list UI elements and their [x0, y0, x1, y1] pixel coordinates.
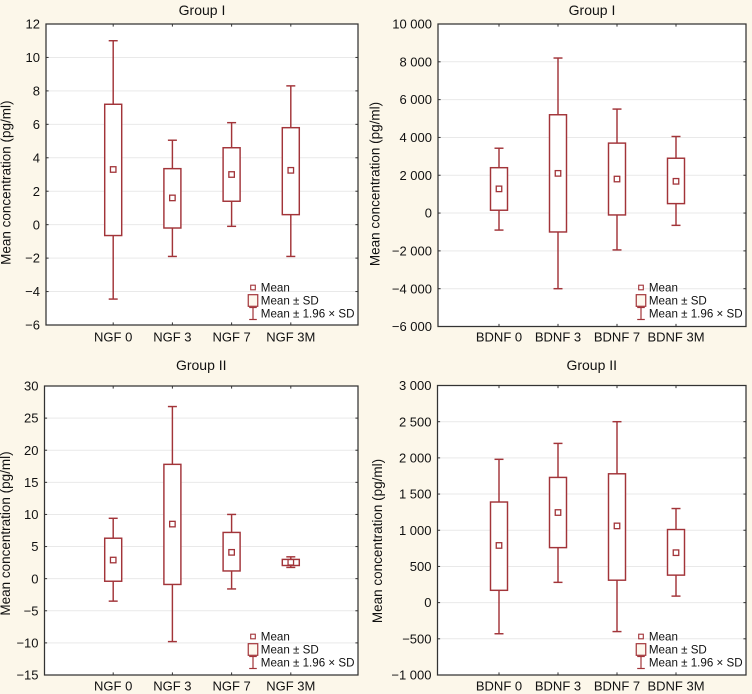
svg-text:Mean ± SD: Mean ± SD [261, 644, 319, 657]
svg-text:−6 000: −6 000 [392, 319, 432, 334]
svg-text:NGF 7: NGF 7 [212, 679, 250, 694]
svg-text:−2: −2 [25, 251, 40, 266]
svg-text:0: 0 [31, 571, 38, 586]
svg-text:NGF 3M: NGF 3M [266, 330, 315, 345]
svg-text:BDNF 7: BDNF 7 [594, 330, 640, 345]
svg-text:Mean concentration (pg/ml): Mean concentration (pg/ml) [368, 102, 383, 266]
svg-text:Group II: Group II [176, 357, 227, 373]
svg-text:BDNF 3: BDNF 3 [535, 679, 581, 694]
svg-text:25: 25 [24, 411, 38, 426]
svg-text:NGF 7: NGF 7 [212, 330, 250, 345]
svg-text:6 000: 6 000 [399, 92, 432, 107]
svg-text:Mean concentration (pg/ml): Mean concentration (pg/ml) [0, 101, 14, 265]
svg-text:−10: −10 [16, 635, 38, 650]
svg-text:Mean ± SD: Mean ± SD [649, 644, 707, 657]
svg-text:12: 12 [26, 17, 40, 32]
svg-text:15: 15 [24, 475, 38, 490]
svg-text:Mean concentration (pg/ml): Mean concentration (pg/ml) [370, 459, 385, 623]
svg-text:3 000: 3 000 [399, 378, 432, 393]
svg-text:NGF 3: NGF 3 [153, 330, 191, 345]
svg-text:NGF 3: NGF 3 [153, 679, 191, 694]
svg-text:20: 20 [24, 443, 38, 458]
svg-text:10: 10 [24, 507, 38, 522]
svg-text:−4: −4 [25, 284, 40, 299]
svg-text:−1 000: −1 000 [391, 668, 431, 683]
svg-text:Mean ± 1.96 × SD: Mean ± 1.96 × SD [649, 308, 743, 321]
svg-text:0: 0 [425, 206, 432, 221]
svg-text:BDNF 3M: BDNF 3M [647, 679, 704, 694]
svg-text:2: 2 [33, 184, 40, 199]
svg-text:8 000: 8 000 [399, 54, 432, 69]
svg-text:−15: −15 [16, 668, 38, 683]
svg-text:Group I: Group I [179, 2, 226, 18]
svg-text:Mean ± 1.96 × SD: Mean ± 1.96 × SD [261, 657, 355, 670]
svg-text:NGF 0: NGF 0 [94, 679, 132, 694]
svg-text:BDNF 3: BDNF 3 [535, 330, 581, 345]
svg-text:10 000: 10 000 [392, 17, 432, 32]
svg-text:10: 10 [26, 50, 40, 65]
svg-text:Mean ± SD: Mean ± SD [649, 295, 707, 308]
svg-text:1 000: 1 000 [399, 523, 432, 538]
svg-text:2 500: 2 500 [399, 414, 432, 429]
svg-text:500: 500 [410, 559, 432, 574]
svg-text:Mean: Mean [649, 282, 678, 295]
svg-text:−500: −500 [402, 631, 431, 646]
svg-text:Group II: Group II [566, 357, 617, 373]
svg-text:0: 0 [33, 217, 40, 232]
svg-text:0: 0 [424, 595, 431, 610]
svg-text:Mean concentration (pg/ml): Mean concentration (pg/ml) [0, 451, 13, 615]
svg-text:4: 4 [33, 150, 40, 165]
svg-text:NGF 0: NGF 0 [94, 330, 132, 345]
svg-text:BDNF 0: BDNF 0 [476, 679, 522, 694]
svg-text:Mean ± SD: Mean ± SD [261, 295, 319, 308]
svg-text:NGF 3M: NGF 3M [266, 679, 315, 694]
svg-text:BDNF 3M: BDNF 3M [647, 330, 704, 345]
svg-text:Mean: Mean [261, 631, 290, 644]
svg-text:Mean: Mean [261, 282, 290, 295]
svg-text:30: 30 [24, 379, 38, 394]
svg-text:−6: −6 [25, 318, 40, 333]
svg-text:2 000: 2 000 [399, 450, 432, 465]
svg-text:5: 5 [31, 539, 38, 554]
svg-text:Group I: Group I [569, 2, 616, 18]
svg-text:−2 000: −2 000 [392, 243, 432, 258]
svg-text:Mean ± 1.96 × SD: Mean ± 1.96 × SD [261, 308, 355, 321]
svg-text:Mean: Mean [649, 631, 678, 644]
svg-text:1 500: 1 500 [399, 487, 432, 502]
svg-text:8: 8 [33, 83, 40, 98]
svg-text:6: 6 [33, 117, 40, 132]
svg-text:−4 000: −4 000 [392, 281, 432, 296]
svg-text:2 000: 2 000 [399, 168, 432, 183]
svg-text:Mean ± 1.96 × SD: Mean ± 1.96 × SD [649, 657, 743, 670]
svg-text:4 000: 4 000 [399, 130, 432, 145]
svg-text:BDNF 0: BDNF 0 [476, 330, 522, 345]
svg-text:BDNF 7: BDNF 7 [594, 679, 640, 694]
svg-text:−5: −5 [24, 603, 39, 618]
